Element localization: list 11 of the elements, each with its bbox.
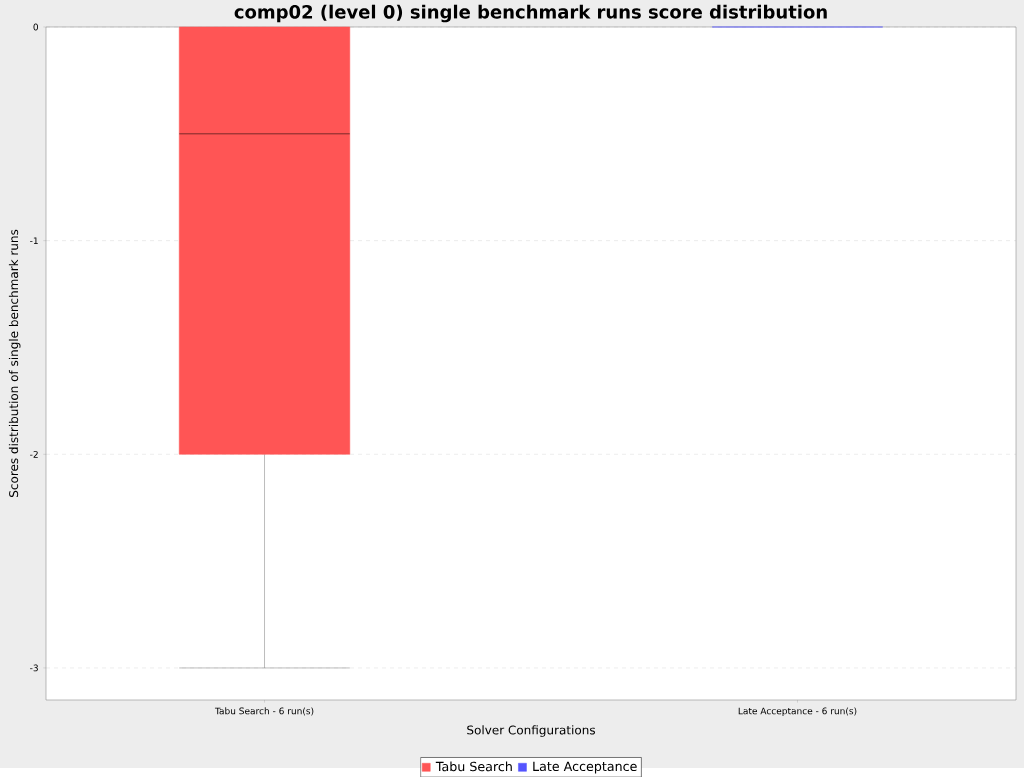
legend-label: Tabu Search	[435, 761, 512, 772]
x-tick-label: Late Acceptance - 6 run(s)	[738, 707, 857, 716]
x-tick-label: Tabu Search - 6 run(s)	[214, 707, 314, 716]
y-axis-title: Scores distribution of single benchmark runs	[8, 229, 21, 497]
y-tick-label: -3	[30, 664, 38, 672]
y-tick-label: -1	[30, 237, 38, 244]
chart-title: comp02 (level 0) single benchmark runs score distribution	[234, 4, 827, 23]
y-tick-label: -2	[30, 450, 38, 458]
legend-label: Late Acceptance	[533, 761, 637, 774]
x-axis-title: Solver Configurations	[467, 725, 596, 737]
y-tick-label: 0	[33, 23, 39, 31]
